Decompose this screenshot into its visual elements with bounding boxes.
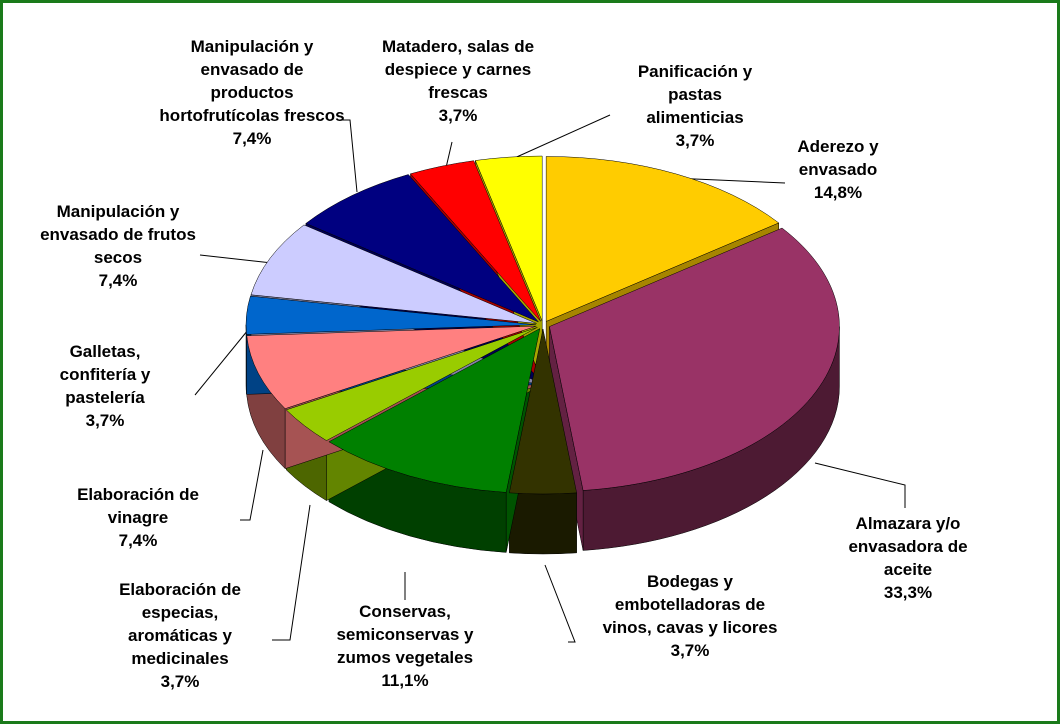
slice-name: Galletas, confitería y pastelería <box>59 342 151 407</box>
slice-name: Aderezo y envasado <box>797 137 879 179</box>
slice-value: 33,3% <box>883 583 933 602</box>
slice-value: 7,4% <box>232 129 272 148</box>
leader-line <box>240 449 264 521</box>
slice-label: Manipulación y envasado de frutos secos 7… <box>26 200 211 292</box>
slice-name: Manipulación y envasado de productos hor… <box>159 37 345 125</box>
slice-value: 3,7% <box>160 672 200 691</box>
slice-name: Bodegas y embotelladoras de vinos, cavas… <box>602 572 778 637</box>
slice-label: Manipulación y envasado de productos hor… <box>157 35 347 150</box>
slice-label: Conservas, semiconservas y zumos vegetal… <box>318 600 493 692</box>
leader-line <box>194 329 249 396</box>
leader-line <box>199 254 273 264</box>
pie-slice <box>305 174 539 323</box>
pie-slice <box>474 155 543 322</box>
slice-value: 14,8% <box>813 183 863 202</box>
pie-slice <box>545 156 780 322</box>
pie-slice <box>410 160 541 322</box>
slice-name: Almazara y/o envasadora de aceite <box>848 514 968 579</box>
leader-line <box>272 504 311 641</box>
slice-name: Elaboración de vinagre <box>77 485 199 527</box>
slice-label: Elaboración de vinagre 7,4% <box>63 483 213 552</box>
leader-line <box>509 114 611 161</box>
leader-line <box>814 462 906 508</box>
slice-value: 7,4% <box>118 531 158 550</box>
slice-name: Elaboración de especias, aromáticas y me… <box>119 580 241 668</box>
slice-value: 3,7% <box>85 411 125 430</box>
pie-slice-side <box>509 492 577 555</box>
slice-label: Panificación y pastas alimenticias 3,7% <box>620 60 770 152</box>
pie-slice <box>250 224 537 324</box>
slice-value: 3,7% <box>670 641 710 660</box>
slice-name: Manipulación y envasado de frutos secos <box>40 202 196 267</box>
pie-slice <box>509 328 577 495</box>
slice-value: 7,4% <box>98 271 138 290</box>
slice-name: Conservas, semiconservas y zumos vegetal… <box>336 602 474 667</box>
slice-label: Galletas, confitería y pastelería 3,7% <box>45 340 165 432</box>
pie-slice <box>245 295 537 335</box>
slice-value: 3,7% <box>675 131 715 150</box>
slice-name: Matadero, salas de despiece y carnes fre… <box>381 37 535 102</box>
pie-slice <box>549 227 840 491</box>
pie-tops <box>245 155 840 495</box>
pie-slice <box>328 328 541 493</box>
slice-name: Panificación y pastas alimenticias <box>637 62 753 127</box>
leader-line <box>340 119 358 193</box>
slice-value: 3,7% <box>438 106 478 125</box>
slice-label: Elaboración de especias, aromáticas y me… <box>95 578 265 693</box>
pie-slice <box>285 327 538 441</box>
slice-label: Bodegas y embotelladoras de vinos, cavas… <box>595 570 785 662</box>
pie-slice <box>246 325 537 409</box>
slice-label: Almazara y/o envasadora de aceite 33,3% <box>823 512 993 604</box>
slice-label: Matadero, salas de despiece y carnes fre… <box>371 35 546 127</box>
leader-line <box>544 564 576 643</box>
slice-value: 11,1% <box>381 671 429 690</box>
slice-label: Aderezo y envasado 14,8% <box>768 135 908 204</box>
